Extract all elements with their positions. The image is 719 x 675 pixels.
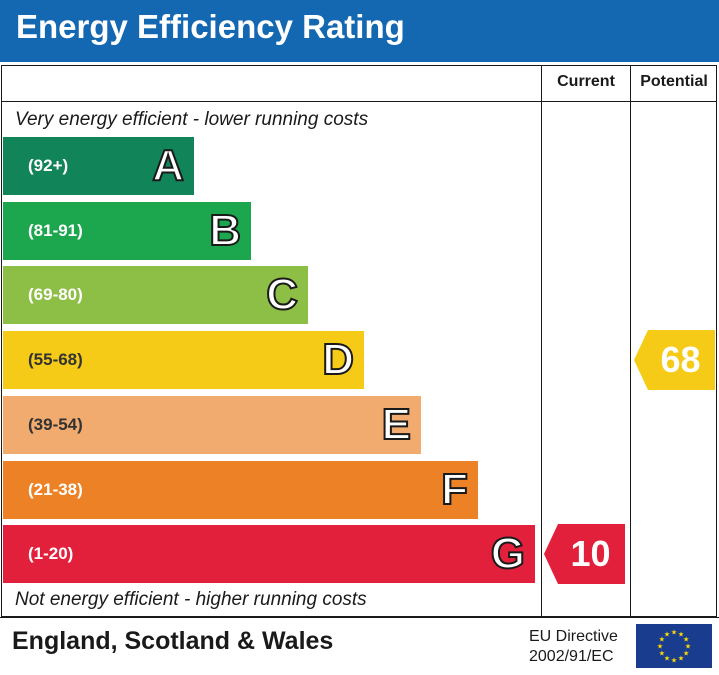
band-letter: D	[321, 334, 355, 385]
star-icon: ★	[685, 643, 691, 651]
inefficient-note: Not energy efficient - higher running co…	[15, 589, 367, 610]
efficient-note: Very energy efficient - lower running co…	[15, 109, 369, 130]
band-range: (69-80)	[28, 285, 83, 304]
potential-column-header: Potential	[640, 73, 708, 90]
footer-divider	[0, 617, 719, 618]
eu-flag-icon: ★★★★★★★★★ ★ ★★	[636, 624, 712, 668]
current-column-divider	[541, 66, 542, 616]
band-letter: B	[208, 205, 242, 256]
star-icon: ★	[683, 650, 689, 658]
potential-arrow-shape	[634, 330, 715, 390]
star-icon: ★	[671, 629, 677, 637]
eu-directive: EU Directive 2002/91/EC	[529, 627, 618, 667]
band-letter: G	[490, 528, 526, 579]
page-title: Energy Efficiency Rating	[16, 8, 405, 45]
eu-directive-line1: EU Directive	[529, 628, 618, 645]
band-e: (39-54) E	[3, 396, 421, 454]
star-icon: ★	[678, 655, 684, 663]
band-range: (21-38)	[28, 480, 83, 499]
band-f: (21-38) F	[3, 461, 478, 519]
band-letter: E	[381, 399, 412, 450]
band-c: (69-80) C	[3, 266, 308, 324]
star-icon: ★	[671, 657, 677, 665]
band-letter: A	[151, 140, 185, 191]
star-icon: ★	[659, 650, 665, 658]
potential-rating-value: 68	[660, 339, 701, 380]
star-icon: ★	[657, 643, 663, 651]
band-range: (1-20)	[28, 544, 74, 563]
eu-directive-line2: 2002/91/EC	[529, 648, 614, 665]
column-header-divider	[2, 101, 717, 102]
band-letter: C	[265, 269, 299, 320]
star-icon: ★	[664, 655, 670, 663]
band-letter: F	[440, 464, 469, 515]
star-icon: ★	[683, 636, 689, 644]
star-icon: ★	[678, 630, 684, 638]
band-g: (1-20) G	[3, 525, 535, 583]
star-icon: ★	[664, 630, 670, 638]
band-a: (92+) A	[3, 137, 194, 195]
band-range: (55-68)	[28, 350, 83, 369]
band-b: (81-91) B	[3, 202, 251, 260]
current-rating-arrow: 10	[544, 524, 625, 584]
band-range: (39-54)	[28, 415, 83, 434]
current-arrow-shape	[544, 524, 625, 584]
potential-column-divider	[630, 66, 631, 616]
region-label: England, Scotland & Wales	[12, 627, 334, 655]
current-column-header: Current	[557, 73, 615, 90]
potential-rating-arrow: 68	[634, 330, 715, 390]
current-rating-value: 10	[570, 533, 611, 574]
chart-frame	[1, 65, 717, 617]
band-d: (55-68) D	[3, 331, 364, 389]
band-range: (81-91)	[28, 221, 83, 240]
header-bar: Energy Efficiency Rating	[0, 0, 719, 62]
band-range: (92+)	[28, 156, 69, 175]
star-icon: ★	[659, 636, 665, 644]
